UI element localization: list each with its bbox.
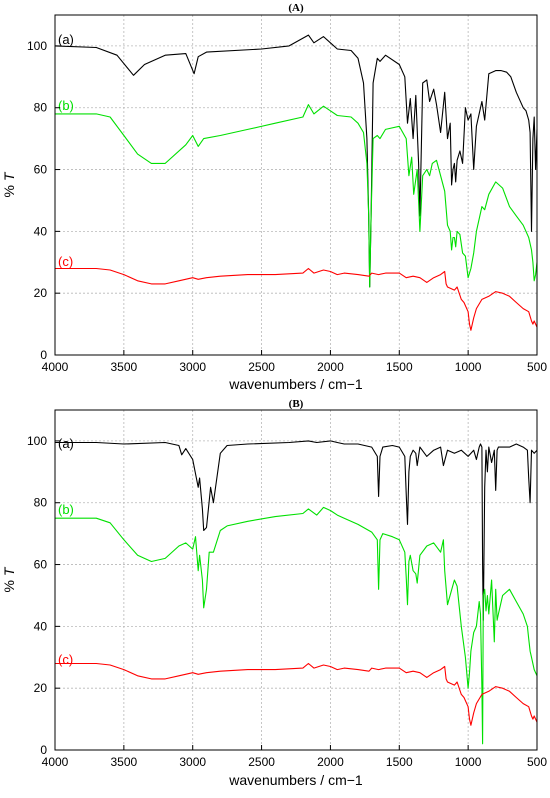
panel-a-series-line-1 (54, 34, 538, 288)
panel-a-x-axis-title: wavenumbers / cm−1 (228, 376, 363, 392)
panel-b: (B) (a) (b) (c) 4000 3500 3000 2500 2000 1500 10… (1, 398, 547, 788)
panel-b-series-line-1 (55, 440, 538, 621)
panel-b-series-labels: (a) (b) (c) (58, 436, 74, 667)
panel-a-y-tick-label: 60 (34, 163, 48, 177)
panel-a-x-tick-label: 1500 (386, 360, 413, 374)
panel-a-y-tick-label: 20 (34, 286, 48, 300)
panel-a-ticks: 4000 3500 3000 2500 2000 1500 1000 500 0 20 40 60 80… (27, 39, 547, 374)
panel-a-series (54, 34, 538, 331)
panel-b-ticks: 4000 3500 3000 2500 2000 1500 1000 500 0 20 40 60 80… (27, 434, 547, 769)
panel-b-series-line-3 (55, 662, 538, 726)
panel-b-series (55, 440, 538, 745)
panel-a-x-tick-label: 3000 (179, 360, 206, 374)
panel-b-y-axis-title: % T (1, 566, 17, 592)
panel-a-y-tick-label: 80 (34, 101, 48, 115)
panel-b-x-tick-label: 3500 (111, 755, 138, 769)
panel-b-y-tick-label: 60 (34, 558, 48, 572)
panel-a-y-tick-label: 40 (34, 224, 48, 238)
panel-a-series-labels: (a) (b) (c) (58, 32, 74, 269)
panel-b-x-axis-title: wavenumbers / cm−1 (228, 772, 363, 788)
panel-b-title: (B) (289, 398, 304, 410)
panel-a-x-tick-label: 2000 (317, 360, 344, 374)
panel-b-series-line-2 (55, 506, 538, 745)
panel-b-y-tick-label: 0 (40, 743, 47, 757)
panel-a-series-label-1: (a) (58, 32, 74, 47)
panel-b-x-tick-label: 3000 (179, 755, 206, 769)
panel-b-x-tick-label: 2000 (317, 755, 344, 769)
panel-a: (A) (a) (b) (c) 4000 3500 3000 2500 2000 1500 10… (1, 2, 547, 392)
panel-a-x-tick-label: 500 (527, 360, 547, 374)
panel-a-x-tick-label: 3500 (111, 360, 138, 374)
panel-b-y-tick-label: 80 (34, 496, 48, 510)
panel-b-grid (55, 410, 537, 750)
panel-b-x-tick-label: 1000 (455, 755, 482, 769)
panel-a-y-axis-title: % T (1, 171, 17, 197)
panel-b-plot-frame (54, 409, 538, 751)
panel-b-x-tick-label: 1500 (386, 755, 413, 769)
panel-a-x-tick-label: 1000 (455, 360, 482, 374)
panel-b-series-label-2: (b) (58, 502, 74, 517)
panel-a-x-tick-label: 2500 (248, 360, 275, 374)
panel-a-x-tick-label: 4000 (42, 360, 69, 374)
panel-a-title: (A) (288, 2, 304, 14)
panel-b-y-tick-label: 40 (34, 619, 48, 633)
panel-a-plot-frame (54, 14, 538, 356)
panel-a-series-label-2: (b) (58, 98, 74, 113)
panel-b-x-tick-label: 4000 (42, 755, 69, 769)
panel-b-series-label-1: (a) (58, 436, 74, 451)
panel-b-x-tick-label: 500 (527, 755, 547, 769)
panel-a-series-line-3 (55, 267, 538, 331)
panel-a-y-tick-label: 0 (40, 348, 47, 362)
panel-b-y-tick-label: 20 (34, 681, 48, 695)
panel-b-x-tick-label: 2500 (248, 755, 275, 769)
panel-a-series-line-2 (55, 104, 538, 288)
panel-b-y-tick-label: 100 (27, 434, 47, 448)
panel-a-series-label-3: (c) (58, 254, 73, 269)
panel-a-y-tick-label: 100 (27, 39, 47, 53)
panel-b-series-label-3: (c) (58, 652, 73, 667)
